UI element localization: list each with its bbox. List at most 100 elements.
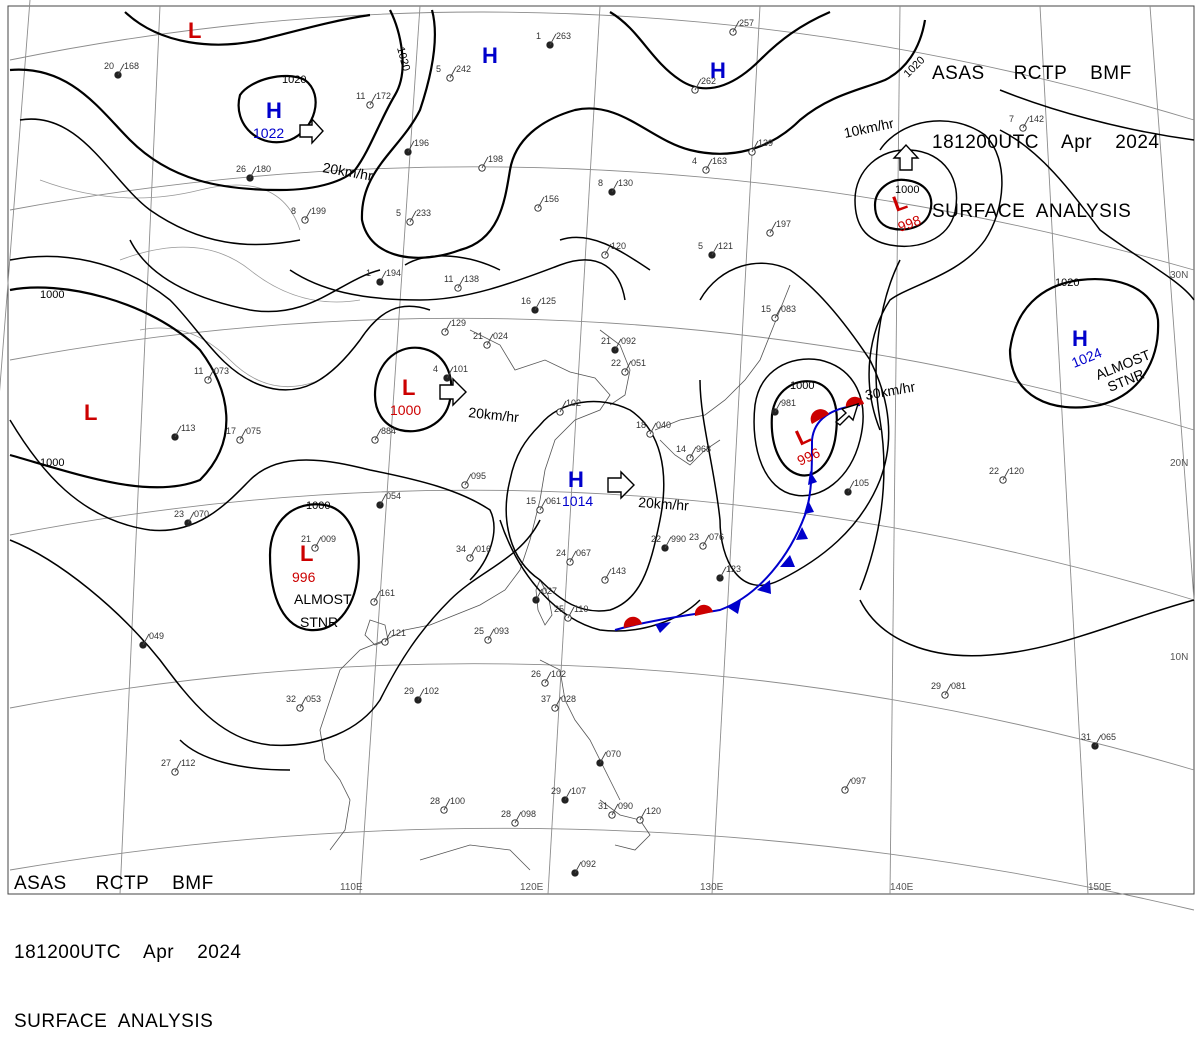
station-pressure: 027 [542,586,557,596]
cold-front-triangle [808,471,817,485]
wind-barb [174,760,182,773]
low-pressure-symbol: L [188,18,201,43]
chart-header-top-right: ASAS RCTP BMF 181200UTC Apr 2024 SURFACE… [932,16,1159,246]
isobars [9,9,1195,771]
station-pressure: 196 [414,138,429,148]
wind-barb [544,671,552,684]
station-pressure: 024 [493,331,508,341]
station-pressure: 257 [739,18,754,28]
station-plot: 15 061 [526,496,561,514]
wind-barb [604,243,612,256]
station-plot: 7 142 [1009,114,1044,132]
wind-barb [719,566,727,579]
isobar [770,380,838,477]
station-plot: 22 051 [611,358,646,376]
station-pressure: 067 [576,548,591,558]
motion-speed-label: 20km/hr [638,494,690,514]
station-plot: 20 168 [104,61,139,79]
station-pressure: 194 [386,268,401,278]
station-pressure: 123 [726,564,741,574]
wind-barb [514,811,522,824]
isobar-thin [129,239,381,313]
warm-front-semicircle [623,616,642,628]
station-plot: 054 [376,491,401,509]
station-temperature: 29 [551,786,561,796]
pressure-value: 996 [292,569,316,585]
warm-front-semicircle [845,396,864,408]
station-plot: 27 112 [161,758,195,776]
isobar [373,346,453,433]
station-pressure: 051 [631,358,646,368]
isobar [124,11,371,46]
wind-barb [446,366,454,379]
lon-label: 150E [1088,882,1112,893]
isobar [1008,278,1160,409]
station-pressure: 130 [618,178,633,188]
station-plot: 8 199 [291,206,326,224]
station-temperature: 31 [1081,732,1091,742]
station-pressure: 129 [451,318,466,328]
high-pressure-symbol: H [568,467,584,492]
station-temperature: 26 [236,164,246,174]
station-plot: 4 163 [692,156,727,174]
wind-barb [711,243,719,256]
isobar-thin [859,259,901,591]
wind-barb [444,320,452,333]
station-plot: 29 107 [551,786,586,804]
wind-barb [369,93,377,106]
station-temperature: 1 [536,31,541,41]
station-temperature: 8 [598,178,603,188]
station-plot: 121 [381,628,406,646]
station-temperature: 21 [473,331,483,341]
station-temperature: 34 [456,544,466,554]
station-temperature: 23 [689,532,699,542]
wind-barb [549,33,557,46]
station-pressure: 102 [424,686,439,696]
map-canvas: 30N 20N 10N 110E 120E 130E 140E 150E [0,0,1195,911]
isobar-labels: 1020 1020 1020 1020 1000 1000 1000 1000 … [40,46,1079,512]
wind-barb [481,156,489,169]
latitude-line [9,11,1195,121]
wind-barb [379,493,387,506]
isobar-thin [9,419,495,581]
wind-barb [487,628,495,641]
wind-barb [567,606,575,619]
station-pressure: 100 [450,796,465,806]
station-pressure: 156 [544,194,559,204]
station-pressure: 076 [709,532,724,542]
station-pressure: 102 [566,398,581,408]
longitude-line [711,5,761,895]
wind-barb [142,633,150,646]
station-temperature: 18 [636,420,646,430]
wind-barb [614,338,622,351]
longitude-line [119,5,161,895]
isobar-label: 1020 [1055,277,1079,289]
warm-front-marks [623,396,864,628]
coastline-borneo [419,844,531,871]
warm-front-semicircle [810,409,829,424]
cold-front-triangle [757,580,771,594]
coastline-indochina [319,639,386,851]
station-pressure: 053 [306,694,321,704]
motion-arrows [299,117,920,500]
low-pressure-symbol: L [402,375,415,400]
isobar-thin [179,739,291,771]
low-pressure-symbol: L [84,400,97,425]
chart-header-bottom-left: ASAS RCTP BMF 181200UTC Apr 2024 SURFACE… [14,826,241,1056]
wind-barb [689,446,697,459]
wind-barb [664,536,672,549]
isobar-thin [505,400,665,612]
wind-barb [751,140,759,153]
station-pressure: 198 [488,154,503,164]
station-pressure: 138 [464,274,479,284]
cold-front-triangle [804,500,814,514]
header-line-1: ASAS RCTP BMF [932,63,1132,84]
station-pressure: 016 [476,544,491,554]
longitude-line [359,5,421,895]
station-plot: 884 [371,426,396,444]
station-plot: 196 [404,138,429,156]
topo-line [139,327,321,388]
high-pressure-symbol: H [266,98,282,123]
wind-barb [774,306,782,319]
